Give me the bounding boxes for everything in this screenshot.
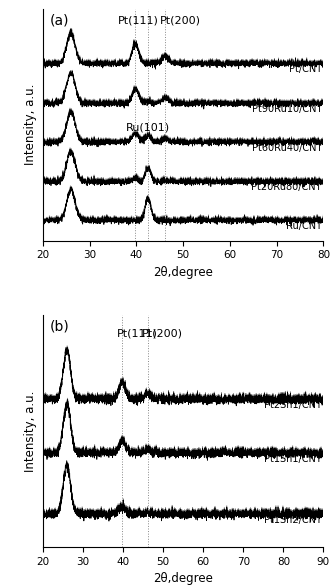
Text: Pt(200): Pt(200)	[160, 15, 201, 25]
Text: Pt(111): Pt(111)	[117, 328, 158, 338]
Text: (a): (a)	[50, 13, 69, 27]
Text: Pt2Sn1/CNT: Pt2Sn1/CNT	[264, 400, 322, 410]
Text: Pt90Ru10/CNT: Pt90Ru10/CNT	[251, 104, 322, 114]
Y-axis label: Intensity, a.u.: Intensity, a.u.	[24, 390, 37, 472]
Text: (b): (b)	[50, 319, 70, 333]
Text: Pt60Ru40/CNT: Pt60Ru40/CNT	[251, 143, 322, 153]
X-axis label: 2θ,degree: 2θ,degree	[153, 266, 213, 279]
Text: Pt(111): Pt(111)	[118, 15, 159, 25]
Text: Ru(101): Ru(101)	[126, 122, 170, 132]
Text: Ru/CNT: Ru/CNT	[286, 221, 322, 231]
Text: Pt1Sn2/CNT: Pt1Sn2/CNT	[264, 515, 322, 525]
Text: Pt20Ru80/CNT: Pt20Ru80/CNT	[251, 183, 322, 192]
Text: Pt/CNT: Pt/CNT	[289, 64, 322, 74]
Text: Pt1Sn1/CNT: Pt1Sn1/CNT	[264, 454, 322, 464]
X-axis label: 2θ,degree: 2θ,degree	[153, 572, 213, 585]
Y-axis label: Intensity, a.u.: Intensity, a.u.	[24, 84, 37, 166]
Text: Pt(200): Pt(200)	[142, 328, 183, 338]
